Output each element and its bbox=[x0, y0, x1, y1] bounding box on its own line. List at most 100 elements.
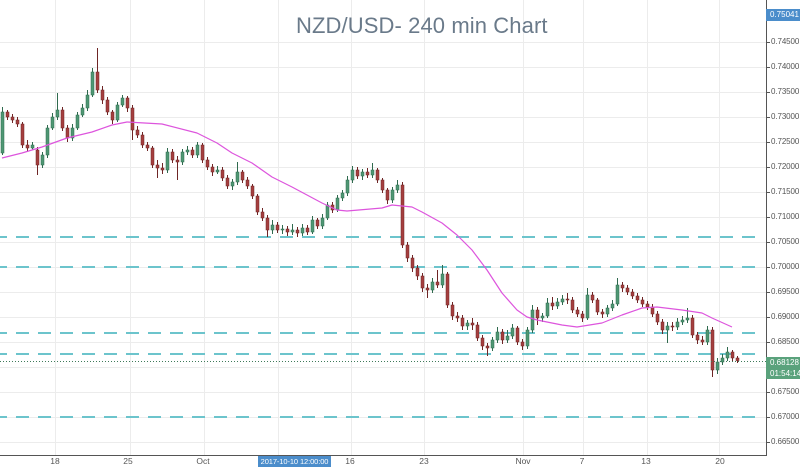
candle[interactable] bbox=[80, 104, 85, 117]
time-axis[interactable]: 18 25 Oct 16 23 Nov 7 13 20 2017-10-10 12:00:00 bbox=[0, 455, 766, 467]
candle[interactable] bbox=[675, 318, 680, 330]
candle[interactable] bbox=[635, 293, 640, 303]
candle[interactable] bbox=[315, 218, 320, 229]
candle[interactable] bbox=[5, 110, 10, 120]
candle[interactable] bbox=[70, 124, 75, 141]
candle[interactable] bbox=[695, 332, 700, 344]
candle[interactable] bbox=[225, 175, 230, 189]
candle[interactable] bbox=[280, 225, 285, 234]
candle[interactable] bbox=[190, 147, 195, 158]
candle[interactable] bbox=[370, 163, 375, 178]
candle[interactable] bbox=[170, 149, 175, 163]
candle[interactable] bbox=[400, 182, 405, 248]
candle[interactable] bbox=[515, 326, 520, 345]
candle[interactable] bbox=[360, 169, 365, 180]
candle[interactable] bbox=[290, 224, 295, 235]
candle[interactable] bbox=[565, 293, 570, 304]
candle[interactable] bbox=[560, 295, 565, 305]
candle[interactable] bbox=[490, 337, 495, 351]
candle[interactable] bbox=[40, 152, 45, 168]
price-axis[interactable]: 0.74500 0.74000 0.73500 0.73000 0.72500 0.720… bbox=[766, 0, 800, 455]
candle[interactable] bbox=[140, 132, 145, 148]
candle[interactable] bbox=[260, 208, 265, 221]
candle[interactable] bbox=[295, 227, 300, 237]
moving-average-line[interactable] bbox=[1, 121, 733, 328]
candle[interactable] bbox=[385, 188, 390, 204]
candle[interactable] bbox=[720, 354, 725, 365]
candle[interactable] bbox=[625, 285, 630, 295]
candle[interactable] bbox=[410, 255, 415, 272]
candle[interactable] bbox=[445, 272, 450, 308]
candle[interactable] bbox=[30, 142, 35, 150]
candle[interactable] bbox=[520, 339, 525, 350]
candle[interactable] bbox=[435, 270, 440, 288]
candle[interactable] bbox=[45, 125, 50, 158]
candle[interactable] bbox=[550, 297, 555, 310]
candle[interactable] bbox=[115, 102, 120, 122]
candle[interactable] bbox=[100, 86, 105, 104]
candle[interactable] bbox=[425, 284, 430, 298]
candle[interactable] bbox=[475, 322, 480, 341]
candle[interactable] bbox=[455, 312, 460, 322]
candle[interactable] bbox=[270, 220, 275, 234]
candle[interactable] bbox=[735, 356, 740, 363]
candle[interactable] bbox=[705, 326, 710, 345]
candle[interactable] bbox=[0, 107, 5, 155]
candle[interactable] bbox=[375, 168, 380, 183]
candle[interactable] bbox=[285, 226, 290, 236]
candle[interactable] bbox=[405, 242, 410, 262]
candle[interactable] bbox=[690, 315, 695, 338]
candle[interactable] bbox=[640, 297, 645, 307]
candle[interactable] bbox=[175, 156, 180, 180]
candle[interactable] bbox=[165, 148, 170, 173]
candle[interactable] bbox=[470, 318, 475, 330]
candle[interactable] bbox=[50, 113, 55, 130]
candle[interactable] bbox=[110, 110, 115, 124]
candle[interactable] bbox=[645, 301, 650, 310]
candle[interactable] bbox=[620, 282, 625, 292]
candle[interactable] bbox=[220, 167, 225, 181]
candle[interactable] bbox=[160, 163, 165, 174]
candle[interactable] bbox=[155, 160, 160, 178]
candle[interactable] bbox=[440, 265, 445, 288]
candle[interactable] bbox=[350, 166, 355, 183]
candle[interactable] bbox=[245, 177, 250, 189]
candle[interactable] bbox=[600, 309, 605, 318]
candle[interactable] bbox=[525, 327, 530, 349]
candle[interactable] bbox=[395, 180, 400, 193]
candle[interactable] bbox=[710, 327, 715, 377]
candle[interactable] bbox=[670, 322, 675, 331]
candle[interactable] bbox=[660, 319, 665, 334]
candle[interactable] bbox=[145, 142, 150, 151]
candle[interactable] bbox=[715, 358, 720, 374]
candle[interactable] bbox=[505, 330, 510, 343]
candle[interactable] bbox=[555, 298, 560, 309]
candle[interactable] bbox=[485, 343, 490, 356]
candle[interactable] bbox=[580, 311, 585, 322]
candle[interactable] bbox=[595, 298, 600, 315]
candle[interactable] bbox=[95, 48, 100, 93]
horizontal-level-lines[interactable] bbox=[0, 236, 757, 418]
candle[interactable] bbox=[55, 93, 60, 120]
candle[interactable] bbox=[85, 90, 90, 111]
candle[interactable] bbox=[300, 224, 305, 236]
candle[interactable] bbox=[390, 187, 395, 203]
candle[interactable] bbox=[205, 157, 210, 170]
candle[interactable] bbox=[195, 142, 200, 158]
candle[interactable] bbox=[420, 273, 425, 292]
candle[interactable] bbox=[65, 125, 70, 142]
candle[interactable] bbox=[60, 107, 65, 131]
candle[interactable] bbox=[320, 214, 325, 229]
candle[interactable] bbox=[495, 327, 500, 343]
candle[interactable] bbox=[365, 168, 370, 178]
candle[interactable] bbox=[680, 316, 685, 325]
candle[interactable] bbox=[700, 336, 705, 345]
candle[interactable] bbox=[275, 222, 280, 233]
candle[interactable] bbox=[730, 350, 735, 361]
candle[interactable] bbox=[585, 288, 590, 320]
candle[interactable] bbox=[25, 140, 30, 152]
candle[interactable] bbox=[135, 126, 140, 138]
candle[interactable] bbox=[725, 347, 730, 361]
candle[interactable] bbox=[630, 289, 635, 299]
